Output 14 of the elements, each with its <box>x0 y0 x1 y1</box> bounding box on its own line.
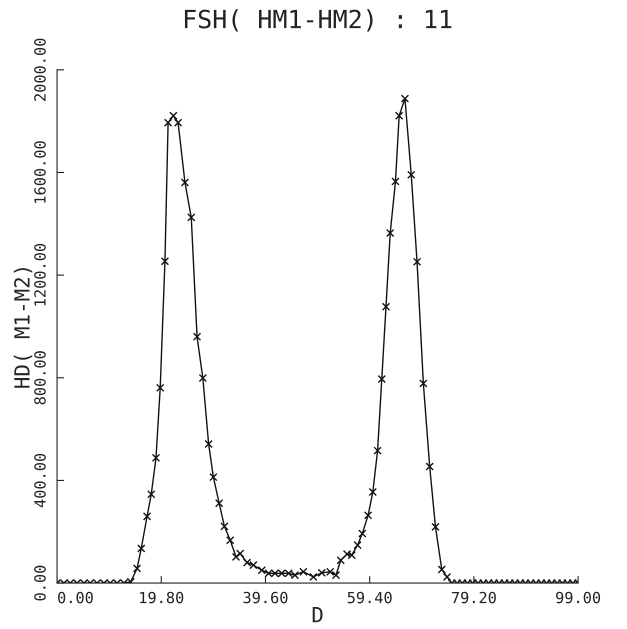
chart-title: FSH( HM1-HM2) : 11 <box>184 9 452 32</box>
y-tick-label: 2000.00 <box>34 38 46 101</box>
y-axis-title: HD( M1-M2) <box>14 268 32 388</box>
x-tick-label: 0.00 <box>58 592 93 604</box>
x-tick-label: 79.20 <box>452 592 496 604</box>
x-axis-title: D <box>312 607 323 622</box>
y-tick-label: 1200.00 <box>34 244 46 306</box>
x-tick-label: 99.00 <box>556 592 600 604</box>
y-tick-label: 1600.00 <box>34 141 46 203</box>
y-tick-label: 800.00 <box>34 351 46 404</box>
x-tick-label: 39.60 <box>244 592 288 604</box>
x-tick-label: 19.80 <box>140 592 184 604</box>
y-tick-label: 400.00 <box>34 454 46 508</box>
x-tick-label: 59.40 <box>348 592 392 604</box>
